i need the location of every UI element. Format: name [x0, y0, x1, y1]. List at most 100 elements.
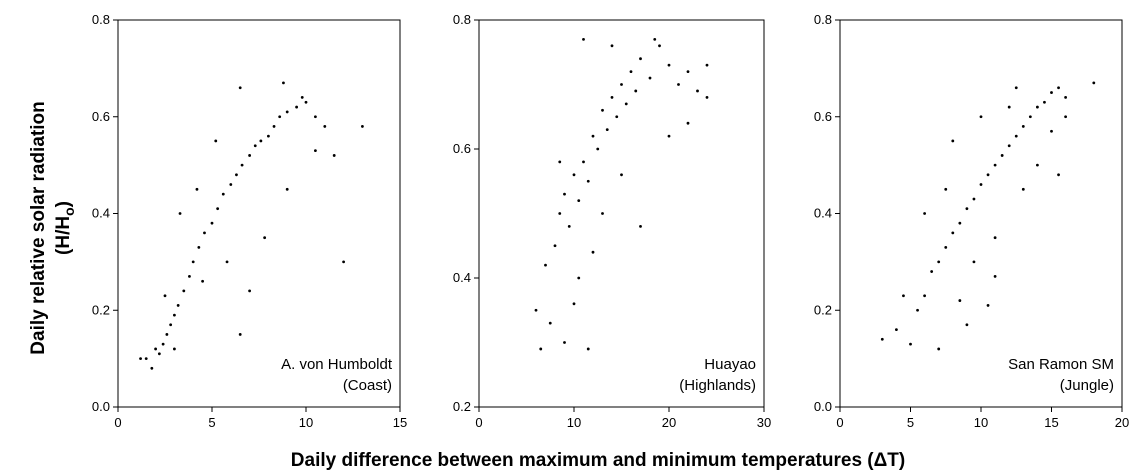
data-point — [705, 96, 709, 99]
data-point — [958, 299, 962, 302]
data-point — [1043, 100, 1046, 104]
data-point — [880, 337, 884, 341]
data-point — [923, 294, 926, 298]
data-point — [154, 347, 158, 351]
data-point — [285, 110, 289, 114]
data-point — [248, 154, 252, 157]
data-point — [993, 236, 997, 240]
data-point — [1092, 81, 1096, 85]
data-point — [610, 96, 614, 99]
data-point — [1028, 115, 1032, 119]
data-point — [188, 274, 191, 278]
data-point — [1036, 163, 1039, 167]
y-axis-title-line2: (H/Ho) — [53, 201, 77, 255]
data-point — [620, 83, 623, 86]
data-point — [563, 341, 566, 344]
x-tick-label: 20 — [1115, 415, 1129, 430]
data-point — [705, 63, 709, 67]
data-point — [248, 289, 252, 293]
data-point — [624, 102, 628, 106]
data-point — [161, 342, 165, 346]
data-point — [229, 183, 233, 186]
data-point — [178, 212, 182, 215]
data-point — [342, 260, 345, 264]
data-point — [278, 115, 282, 119]
data-point — [139, 357, 142, 361]
data-point — [314, 115, 317, 119]
plot-frame — [839, 19, 1123, 408]
y-tick-label: 0.6 — [92, 109, 110, 124]
y-tick-label: 0.2 — [92, 302, 110, 317]
data-point — [1036, 105, 1039, 109]
data-point — [191, 260, 195, 264]
data-point — [567, 225, 571, 228]
region-label: (Highlands) — [679, 377, 756, 394]
data-point — [173, 347, 176, 351]
data-point — [965, 207, 969, 211]
data-point — [210, 221, 214, 225]
data-point — [601, 108, 604, 112]
data-point — [304, 100, 308, 104]
y-tick-label: 0.0 — [814, 399, 832, 414]
x-tick-label: 10 — [567, 415, 581, 430]
data-point — [169, 323, 173, 327]
data-point — [165, 333, 169, 336]
data-point — [544, 263, 547, 267]
data-point — [201, 279, 205, 283]
data-point — [930, 270, 934, 273]
y-tick-label: 0.4 — [814, 206, 832, 221]
data-point — [1014, 86, 1018, 90]
x-tick-label: 5 — [208, 415, 215, 430]
data-point — [295, 105, 298, 109]
data-point — [895, 328, 898, 331]
data-point — [586, 179, 590, 183]
data-point — [323, 125, 327, 128]
region-label: (Jungle) — [1060, 377, 1114, 394]
data-point — [558, 212, 562, 215]
data-point — [534, 308, 538, 312]
data-point — [314, 149, 317, 153]
data-point — [238, 86, 242, 90]
data-point — [951, 139, 955, 143]
data-point — [937, 347, 941, 351]
data-point — [639, 225, 642, 228]
data-point — [144, 357, 148, 361]
data-point — [958, 221, 962, 225]
y-tick-label: 0.6 — [453, 141, 471, 156]
data-point — [916, 308, 919, 312]
y-tick-label: 0.8 — [92, 12, 110, 27]
shared-y-axis-title: Daily relative solar radiation (H/Ho) — [28, 101, 77, 354]
y-tick-label: 0.6 — [814, 109, 832, 124]
data-point — [572, 302, 576, 306]
station-label: San Ramon SM — [1008, 356, 1114, 373]
data-point — [361, 125, 364, 128]
data-point — [667, 63, 671, 67]
data-point — [221, 192, 225, 196]
data-point — [214, 139, 218, 143]
station-label: A. von Humboldt — [281, 356, 393, 373]
y-tick-label: 0.8 — [453, 12, 471, 27]
data-point — [572, 173, 576, 177]
data-point — [176, 304, 180, 307]
scatter-panel-3: 0 5 10 15 20 0.0 0.2 0.4 0.6 0.8 San Ramon SM (Jung… — [814, 12, 1129, 430]
data-point — [979, 183, 983, 186]
data-point — [596, 147, 600, 151]
data-point — [240, 163, 244, 167]
data-point — [586, 347, 590, 351]
data-point — [696, 89, 699, 93]
x-tick-label: 10 — [299, 415, 313, 430]
plot-frame — [117, 19, 401, 408]
data-point — [591, 134, 595, 138]
data-point — [1000, 154, 1004, 157]
data-point — [582, 37, 585, 41]
data-point — [965, 323, 969, 327]
data-point — [225, 260, 229, 264]
data-point — [1007, 105, 1011, 109]
data-point — [986, 304, 990, 307]
panels: 0 5 10 15 0.0 0.2 0.4 0.6 0.8 A. von Humboldt (Coa… — [92, 12, 1129, 430]
station-label: Huayao — [704, 356, 756, 373]
data-point — [601, 212, 604, 215]
data-point — [1014, 134, 1018, 138]
data-point — [163, 294, 167, 298]
x-tick-label: 15 — [393, 415, 407, 430]
